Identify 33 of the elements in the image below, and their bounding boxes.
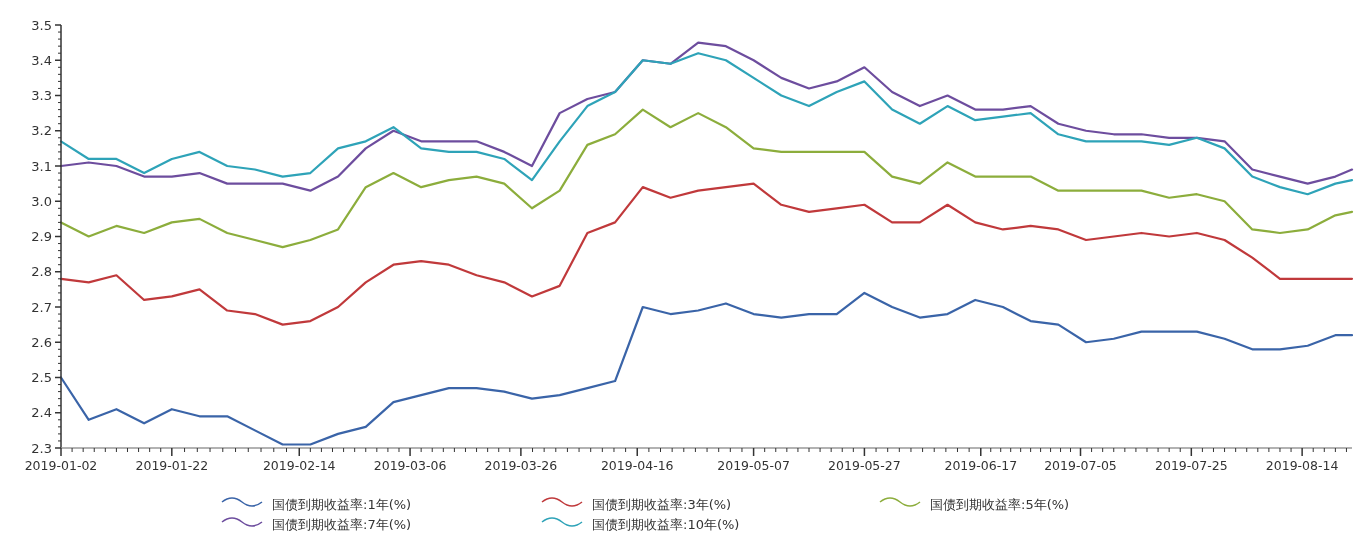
legend-label: 国债到期收益率:10年(%) — [592, 516, 740, 532]
y-tick-label: 3.0 — [31, 193, 52, 209]
x-tick-label: 2019-01-02 — [24, 458, 98, 473]
x-tick-label: 2019-03-26 — [484, 458, 558, 473]
x-tick-label: 2019-01-22 — [135, 458, 209, 473]
legend-label: 国债到期收益率:5年(%) — [930, 496, 1070, 512]
y-tick-label: 2.7 — [31, 299, 52, 315]
x-tick-label: 2019-07-05 — [1044, 458, 1117, 473]
y-tick-label: 3.1 — [31, 158, 52, 174]
legend-label: 国债到期收益率:3年(%) — [592, 496, 732, 512]
legend-label: 国债到期收益率:7年(%) — [272, 516, 412, 532]
y-tick-label: 2.6 — [31, 334, 52, 350]
x-tick-label: 2019-02-14 — [262, 458, 336, 473]
y-tick-label: 3.4 — [31, 52, 52, 68]
x-tick-label: 2019-03-06 — [373, 458, 447, 473]
legend-label: 国债到期收益率:1年(%) — [272, 496, 412, 512]
y-tick-label: 2.5 — [31, 370, 52, 386]
line-series — [59, 108, 1354, 249]
y-tick-label: 2.4 — [31, 405, 52, 421]
x-tick-label: 2019-06-17 — [944, 458, 1018, 473]
y-tick-label: 3.5 — [31, 17, 52, 33]
x-tick-label: 2019-04-16 — [600, 458, 674, 473]
line-series — [59, 291, 1354, 446]
x-tick-label: 2019-05-07 — [717, 458, 790, 473]
line-series — [59, 182, 1354, 326]
y-tick-label: 2.9 — [31, 229, 52, 245]
y-tick-label: 3.3 — [31, 88, 52, 104]
y-tick-label: 2.8 — [31, 264, 52, 280]
y-tick-label: 2.3 — [31, 440, 52, 456]
y-tick-label: 3.2 — [31, 123, 52, 139]
x-tick-label: 2019-08-14 — [1265, 458, 1339, 473]
x-tick-label: 2019-05-27 — [828, 458, 901, 473]
x-tick-label: 2019-07-25 — [1154, 458, 1228, 473]
